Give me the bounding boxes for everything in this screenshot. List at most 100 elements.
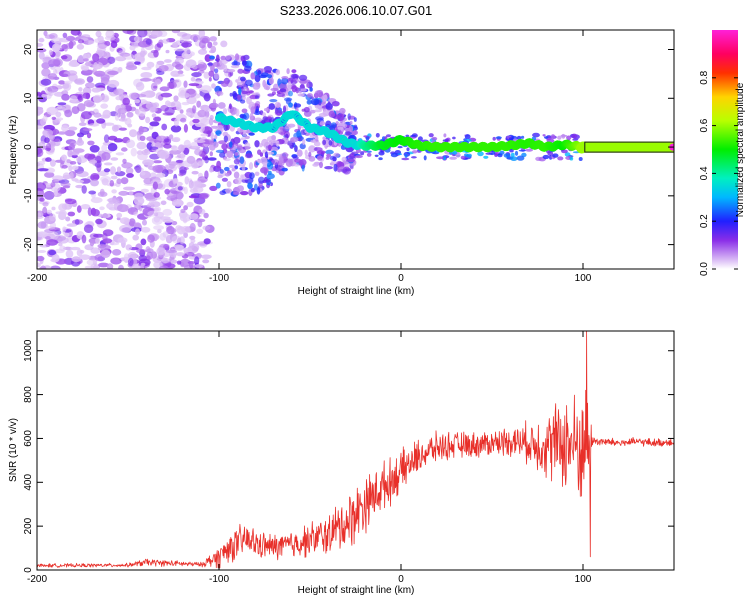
heatmap-cell bbox=[48, 91, 54, 97]
snr-x-label: Height of straight line (km) bbox=[298, 585, 415, 596]
heatmap-cell bbox=[239, 156, 245, 165]
heatmap-cell bbox=[410, 134, 417, 137]
heatmap-cell bbox=[169, 149, 182, 155]
heatmap-cell bbox=[87, 140, 95, 146]
heatmap-cell bbox=[279, 88, 287, 93]
heatmap-cell bbox=[417, 136, 423, 142]
heatmap-cell bbox=[77, 95, 83, 101]
heatmap-cell bbox=[281, 167, 288, 172]
heatmap-cell bbox=[41, 94, 46, 98]
heatmap-cell bbox=[208, 117, 214, 126]
heatmap-cell bbox=[337, 113, 345, 121]
heatmap-cell bbox=[160, 200, 167, 206]
heatmap-cell bbox=[322, 139, 327, 145]
heatmap-cell bbox=[172, 178, 178, 185]
heatmap-cell bbox=[162, 208, 173, 216]
spectrogram-heatmap bbox=[37, 30, 584, 269]
heatmap-cell bbox=[557, 156, 564, 161]
heatmap-cell bbox=[117, 204, 129, 213]
x-tick-label: -100 bbox=[209, 574, 229, 585]
heatmap-cell bbox=[224, 188, 233, 194]
heatmap-cell bbox=[254, 117, 262, 123]
heatmap-cell bbox=[214, 134, 218, 140]
heatmap-cell bbox=[38, 37, 45, 43]
heatmap-cell bbox=[360, 151, 365, 156]
heatmap-cell bbox=[153, 225, 165, 231]
heatmap-cell bbox=[110, 157, 119, 161]
heatmap-cell bbox=[136, 249, 147, 254]
heatmap-cell bbox=[209, 55, 215, 60]
heatmap-cell bbox=[298, 74, 308, 81]
heatmap-cell bbox=[161, 123, 168, 131]
heatmap-cell bbox=[164, 138, 170, 143]
heatmap-cell bbox=[293, 163, 300, 167]
heatmap-cell bbox=[178, 173, 184, 177]
heatmap-cell bbox=[194, 139, 206, 143]
heatmap-cell bbox=[149, 146, 159, 150]
heatmap-cell bbox=[499, 150, 505, 155]
heatmap-cell bbox=[220, 55, 226, 61]
heatmap-cell bbox=[69, 95, 78, 103]
heatmap-cell bbox=[186, 155, 196, 164]
heatmap-cell bbox=[83, 224, 94, 233]
heatmap-cell bbox=[281, 77, 289, 85]
heatmap-cell bbox=[61, 125, 69, 132]
heatmap-cell bbox=[196, 100, 202, 108]
heatmap-cell bbox=[113, 88, 125, 96]
heatmap-cell bbox=[130, 147, 137, 157]
heatmap-cell bbox=[37, 221, 47, 229]
heatmap-cell bbox=[460, 155, 466, 160]
heatmap-cell bbox=[83, 100, 95, 107]
heatmap-cell bbox=[542, 154, 550, 160]
heatmap-cell bbox=[133, 196, 145, 206]
y-tick-label: 400 bbox=[23, 474, 34, 491]
heatmap-cell bbox=[229, 141, 233, 148]
heatmap-cell bbox=[171, 199, 184, 207]
heatmap-cell bbox=[62, 226, 67, 232]
heatmap-cell bbox=[140, 171, 146, 176]
heatmap-cell bbox=[569, 156, 574, 161]
heatmap-cell bbox=[298, 159, 304, 166]
heatmap-cell bbox=[75, 184, 84, 189]
heatmap-cell bbox=[88, 123, 100, 127]
heatmap-cell bbox=[115, 170, 126, 177]
colorbar-tick-label: 0.0 bbox=[699, 262, 710, 276]
heatmap-cell bbox=[123, 186, 135, 191]
heatmap-cell bbox=[179, 36, 185, 43]
heatmap-cell bbox=[53, 187, 58, 197]
heatmap-cell bbox=[127, 251, 138, 260]
heatmap-cell bbox=[180, 117, 187, 123]
heatmap-cell bbox=[63, 80, 73, 85]
heatmap-cell bbox=[211, 186, 217, 190]
heatmap-cell bbox=[192, 105, 197, 114]
heatmap-cell bbox=[69, 246, 81, 251]
heatmap-cell bbox=[267, 93, 275, 97]
heatmap-cell bbox=[210, 125, 219, 129]
heatmap-cell bbox=[188, 195, 198, 199]
heatmap-cell bbox=[268, 103, 276, 110]
heatmap-cell bbox=[86, 259, 97, 266]
heatmap-cell bbox=[225, 123, 230, 131]
heatmap-cell bbox=[115, 56, 127, 62]
heatmap-cell bbox=[308, 155, 316, 162]
heatmap-cell bbox=[59, 245, 66, 252]
heatmap-cell bbox=[110, 257, 122, 265]
heatmap-cell bbox=[128, 92, 139, 100]
x-tick-label: 0 bbox=[398, 574, 404, 585]
heatmap-cell bbox=[271, 159, 280, 166]
heatmap-cell bbox=[164, 188, 170, 195]
heatmap-cell bbox=[77, 31, 82, 37]
heatmap-cell bbox=[321, 101, 326, 105]
heatmap-cell bbox=[40, 78, 52, 86]
heatmap-cell bbox=[241, 164, 246, 171]
heatmap-cell bbox=[77, 39, 85, 44]
heatmap-cell bbox=[64, 109, 73, 118]
heatmap-cell bbox=[386, 134, 391, 138]
heatmap-cell bbox=[135, 228, 140, 235]
heatmap-cell bbox=[90, 179, 99, 187]
heatmap-cell bbox=[325, 102, 333, 110]
x-tick-label: -200 bbox=[27, 273, 47, 284]
heatmap-cell bbox=[146, 61, 155, 68]
heatmap-cell bbox=[331, 101, 340, 107]
heatmap-cell bbox=[117, 237, 128, 244]
